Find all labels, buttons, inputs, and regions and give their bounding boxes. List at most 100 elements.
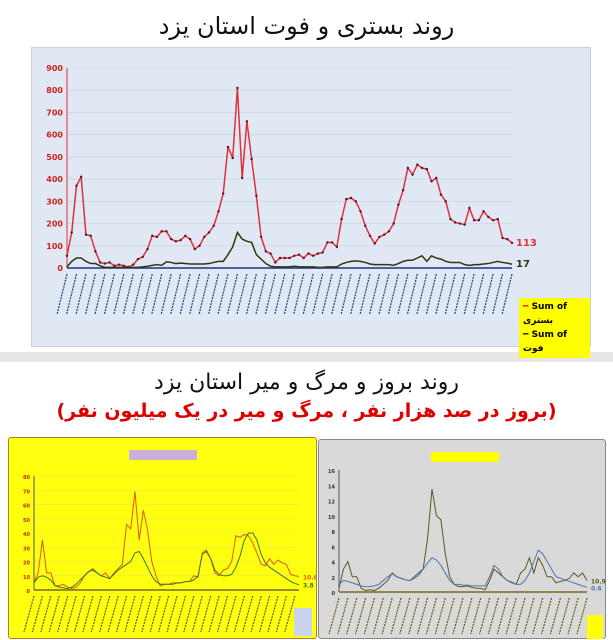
y-tick-label: 400 [46, 175, 63, 184]
legend-label: Sum of فوت [523, 330, 568, 354]
x-tick-label [208, 595, 220, 633]
data-point [364, 224, 367, 227]
x-tick-label [302, 273, 314, 315]
x-tick-label [368, 273, 381, 315]
data-point [449, 217, 452, 221]
x-tick-label [378, 273, 390, 315]
data-point [264, 250, 268, 253]
data-point [435, 176, 438, 180]
x-tick-label [340, 273, 352, 315]
data-point [179, 239, 182, 242]
x-tick-label [328, 597, 340, 635]
data-point [506, 237, 509, 241]
data-point [269, 252, 272, 255]
x-tick-label [274, 273, 286, 315]
legend-swatch-icon: ━ [523, 302, 529, 312]
x-tick-label [349, 273, 362, 315]
data-point [397, 203, 400, 206]
data-point [297, 253, 301, 256]
x-tick-label [425, 597, 438, 635]
x-tick-label [124, 595, 136, 633]
x-tick-label [293, 273, 305, 315]
x-tick-label [57, 595, 69, 633]
data-point [65, 254, 69, 257]
x-tick-label [258, 595, 271, 633]
data-point [288, 256, 291, 260]
x-tick-label [532, 597, 544, 635]
y-tick-label: 6 [332, 545, 336, 551]
x-tick-label [406, 273, 418, 315]
x-tick-label [337, 597, 349, 635]
data-point [496, 217, 499, 221]
x-tick-label [505, 597, 517, 635]
y-tick-label: 100 [46, 242, 63, 251]
x-tick-label [151, 273, 163, 315]
x-tick-label [501, 273, 513, 315]
x-tick-label [284, 595, 296, 633]
y-tick-label: 8 [332, 530, 336, 536]
data-point [212, 224, 215, 227]
end-label: 10.9 [591, 579, 605, 586]
x-tick-label [65, 595, 77, 633]
y-tick-label: 80 [23, 475, 30, 481]
x-tick-label [191, 595, 203, 633]
x-tick-label [425, 273, 437, 315]
x-tick-label [435, 273, 447, 315]
data-point [472, 219, 476, 222]
x-tick-label [75, 273, 87, 315]
legend: ━ Sum of بستری ━ Sum of فوت [519, 298, 590, 358]
data-point [326, 241, 329, 244]
x-tick-label [255, 273, 267, 315]
x-tick-label [132, 273, 144, 315]
data-point [165, 230, 168, 233]
x-tick-label [158, 595, 170, 633]
x-tick-label [523, 597, 535, 635]
y-tick-label: 200 [46, 220, 63, 229]
x-tick-label [408, 597, 420, 635]
data-point [193, 247, 197, 251]
x-tick-label [115, 595, 128, 633]
x-tick-label [496, 597, 508, 635]
y-tick-label: 800 [46, 86, 63, 95]
data-point [250, 157, 253, 161]
data-point [420, 166, 424, 170]
data-point [335, 245, 339, 249]
x-tick-label [540, 597, 553, 635]
x-tick-label [31, 595, 43, 633]
data-point [458, 222, 462, 225]
data-point [94, 250, 97, 253]
x-tick-label [454, 273, 466, 315]
x-tick-label [275, 595, 287, 633]
data-point [226, 145, 230, 149]
data-point [382, 233, 386, 236]
x-tick-label [312, 273, 324, 315]
y-tick-label: 10 [328, 515, 335, 521]
x-tick-label [216, 595, 229, 633]
series-line [338, 549, 588, 588]
x-tick-label [149, 595, 161, 633]
data-point [236, 86, 239, 90]
x-tick-label [330, 273, 343, 315]
x-tick-label [473, 273, 485, 315]
x-tick-label [549, 597, 562, 635]
x-tick-label [99, 595, 111, 633]
data-point [231, 156, 234, 160]
data-point [387, 230, 391, 233]
series-line [33, 532, 300, 590]
data-point [392, 222, 395, 225]
x-tick-label [188, 273, 201, 315]
x-tick-label [399, 597, 411, 635]
data-point [330, 241, 334, 244]
data-point [487, 215, 490, 219]
x-tick-label [444, 273, 456, 315]
x-tick-label [514, 597, 526, 635]
data-point [160, 230, 163, 233]
y-tick-label: 300 [46, 197, 63, 206]
x-tick-label [84, 273, 96, 315]
data-point [278, 256, 282, 260]
end-label: 113 [516, 238, 537, 249]
x-tick-label [390, 597, 402, 635]
end-label: 3.8 [303, 583, 314, 590]
x-tick-label [452, 597, 464, 635]
data-point [240, 176, 244, 180]
